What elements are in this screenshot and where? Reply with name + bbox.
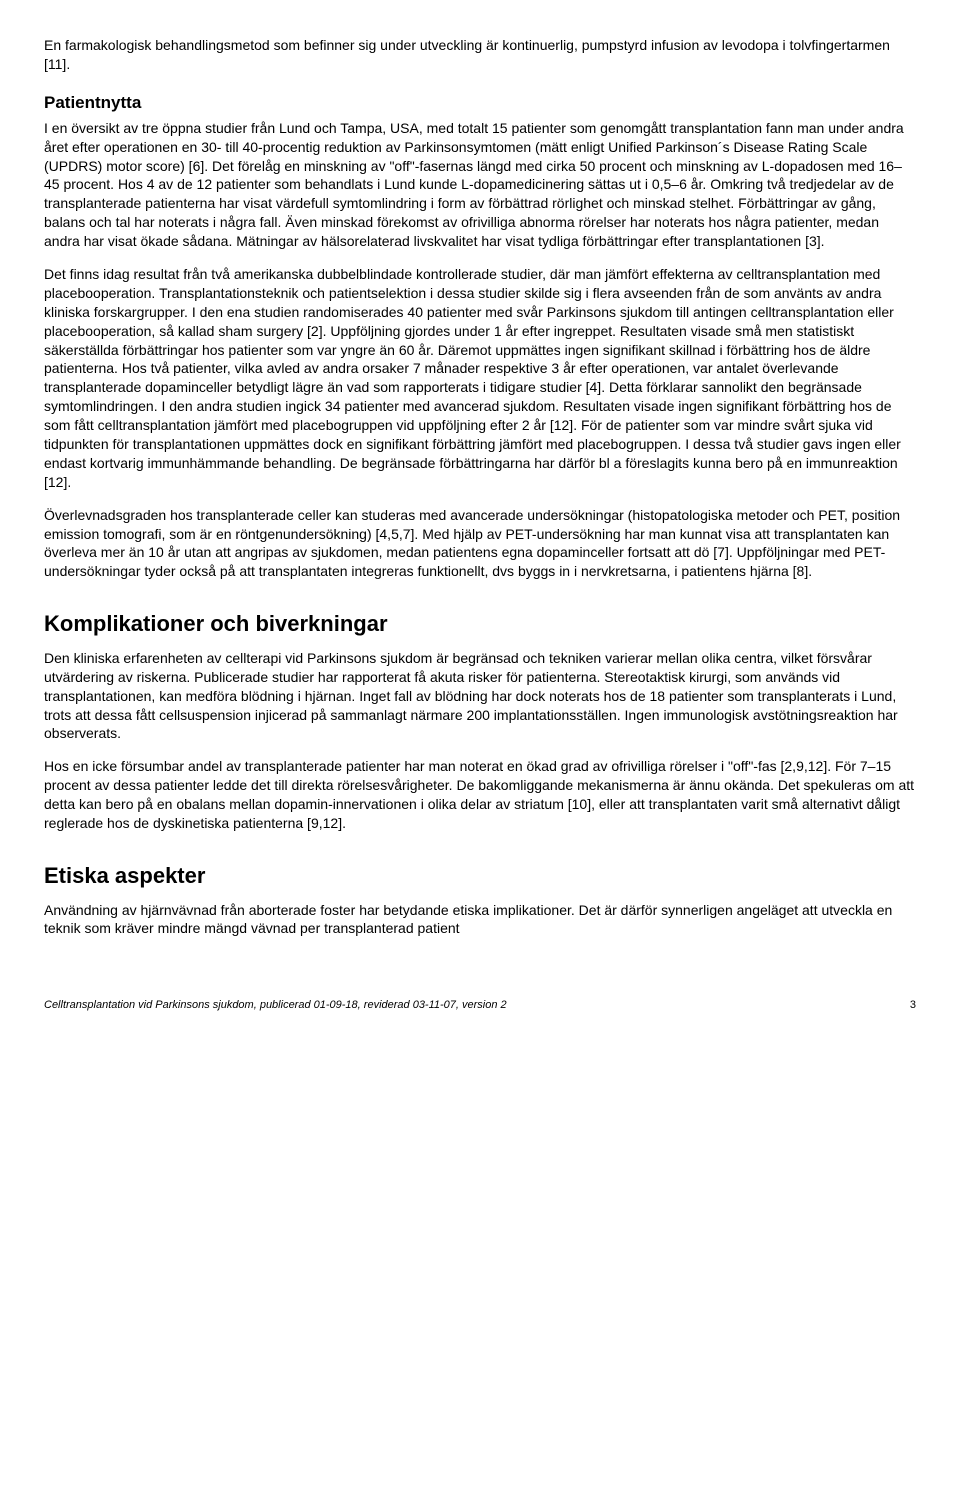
- heading-patientnytta: Patientnytta: [44, 92, 916, 115]
- heading-etiska: Etiska aspekter: [44, 861, 916, 891]
- footer-citation: Celltransplantation vid Parkinsons sjukd…: [44, 998, 507, 1013]
- page-number: 3: [910, 998, 916, 1013]
- body-paragraph: Hos en icke försumbar andel av transplan…: [44, 757, 916, 833]
- body-paragraph: I en översikt av tre öppna studier från …: [44, 119, 916, 251]
- heading-komplikationer: Komplikationer och biverkningar: [44, 609, 916, 639]
- body-paragraph: Det finns idag resultat från två amerika…: [44, 265, 916, 492]
- body-paragraph: Överlevnadsgraden hos transplanterade ce…: [44, 506, 916, 582]
- intro-paragraph: En farmakologisk behandlingsmetod som be…: [44, 36, 916, 74]
- page-footer: Celltransplantation vid Parkinsons sjukd…: [44, 998, 916, 1013]
- body-paragraph: Användning av hjärnvävnad från aborterad…: [44, 901, 916, 939]
- body-paragraph: Den kliniska erfarenheten av cellterapi …: [44, 649, 916, 743]
